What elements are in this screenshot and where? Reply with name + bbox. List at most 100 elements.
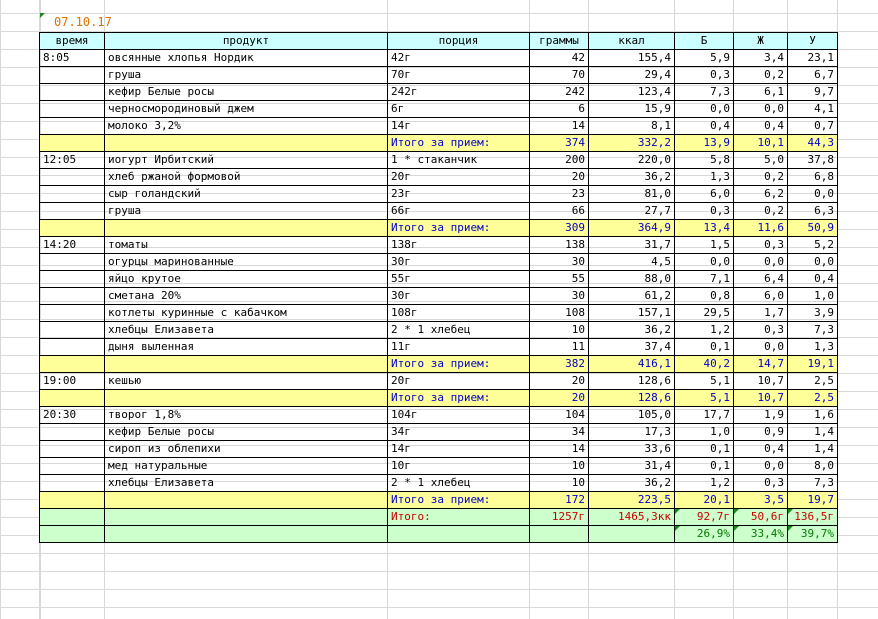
grams-cell[interactable]: 10 [529, 321, 589, 339]
subtotal-grams-cell[interactable]: 172 [529, 491, 589, 509]
portion-cell[interactable]: 34г [387, 423, 530, 441]
portion-cell[interactable]: 14г [387, 117, 530, 135]
portion-cell[interactable]: 20г [387, 168, 530, 186]
protein-cell[interactable]: 0,3 [674, 202, 734, 220]
protein-cell[interactable]: 0,0 [674, 253, 734, 271]
carbs-cell[interactable]: 6,8 [787, 168, 838, 186]
header-fat[interactable]: Ж [733, 32, 788, 50]
carbs-cell[interactable]: 23,1 [787, 49, 838, 67]
kcal-cell[interactable]: 8,1 [588, 117, 675, 135]
meal-time-cell[interactable] [39, 117, 105, 135]
fat-cell[interactable]: 0,0 [733, 100, 788, 118]
meal-time-cell[interactable] [39, 168, 105, 186]
empty-cell[interactable] [39, 508, 105, 526]
percent-fat-cell[interactable]: 33,4% [733, 525, 788, 543]
product-cell[interactable]: молоко 3,2% [104, 117, 388, 135]
empty-cell[interactable] [39, 355, 105, 373]
portion-cell[interactable]: 1 * стаканчик [387, 151, 530, 169]
empty-cell[interactable] [39, 491, 105, 509]
fat-cell[interactable]: 0,4 [733, 117, 788, 135]
kcal-cell[interactable]: 4,5 [588, 253, 675, 271]
grams-cell[interactable]: 14 [529, 440, 589, 458]
portion-cell[interactable]: 10г [387, 457, 530, 475]
fat-cell[interactable]: 3,4 [733, 49, 788, 67]
protein-cell[interactable]: 6,0 [674, 185, 734, 203]
product-cell[interactable]: сметана 20% [104, 287, 388, 305]
protein-cell[interactable]: 5,9 [674, 49, 734, 67]
empty-cell[interactable] [588, 525, 675, 543]
kcal-cell[interactable]: 17,3 [588, 423, 675, 441]
grams-cell[interactable]: 70 [529, 66, 589, 84]
subtotal-kcal-cell[interactable]: 128,6 [588, 389, 675, 407]
grams-cell[interactable]: 10 [529, 474, 589, 492]
kcal-cell[interactable]: 29,4 [588, 66, 675, 84]
carbs-cell[interactable]: 7,3 [787, 321, 838, 339]
meal-time-cell[interactable] [39, 423, 105, 441]
fat-cell[interactable]: 0,3 [733, 321, 788, 339]
total-fat-cell[interactable]: 50,6г [733, 508, 788, 526]
carbs-cell[interactable]: 3,9 [787, 304, 838, 322]
kcal-cell[interactable]: 31,7 [588, 236, 675, 254]
fat-cell[interactable]: 0,3 [733, 474, 788, 492]
subtotal-protein-cell[interactable]: 13,9 [674, 134, 734, 152]
header-protein[interactable]: Б [674, 32, 734, 50]
empty-cell[interactable] [104, 355, 388, 373]
subtotal-kcal-cell[interactable]: 364,9 [588, 219, 675, 237]
fat-cell[interactable]: 0,4 [733, 440, 788, 458]
grams-cell[interactable]: 55 [529, 270, 589, 288]
empty-cell[interactable] [104, 389, 388, 407]
subtotal-fat-cell[interactable]: 11,6 [733, 219, 788, 237]
percent-protein-cell[interactable]: 26,9% [674, 525, 734, 543]
product-cell[interactable]: кефир Белые росы [104, 423, 388, 441]
carbs-cell[interactable]: 0,7 [787, 117, 838, 135]
product-cell[interactable]: овсянные хлопья Нордик [104, 49, 388, 67]
header-product[interactable]: продукт [104, 32, 388, 50]
kcal-cell[interactable]: 36,2 [588, 474, 675, 492]
subtotal-fat-cell[interactable]: 14,7 [733, 355, 788, 373]
total-carbs-cell[interactable]: 136,5г [787, 508, 838, 526]
carbs-cell[interactable]: 8,0 [787, 457, 838, 475]
meal-time-cell[interactable] [39, 100, 105, 118]
fat-cell[interactable]: 1,9 [733, 406, 788, 424]
empty-cell[interactable] [104, 134, 388, 152]
product-cell[interactable]: кефир Белые росы [104, 83, 388, 101]
subtotal-carbs-cell[interactable]: 50,9 [787, 219, 838, 237]
percent-carbs-cell[interactable]: 39,7% [787, 525, 838, 543]
fat-cell[interactable]: 6,2 [733, 185, 788, 203]
empty-cell[interactable] [104, 525, 388, 543]
product-cell[interactable]: котлеты куринные с кабачком [104, 304, 388, 322]
protein-cell[interactable]: 1,3 [674, 168, 734, 186]
header-carbs[interactable]: У [787, 32, 838, 50]
kcal-cell[interactable]: 88,0 [588, 270, 675, 288]
empty-cell[interactable] [39, 134, 105, 152]
meal-time-cell[interactable] [39, 321, 105, 339]
protein-cell[interactable]: 0,1 [674, 440, 734, 458]
grams-cell[interactable]: 138 [529, 236, 589, 254]
portion-cell[interactable]: 20г [387, 372, 530, 390]
grams-cell[interactable]: 20 [529, 168, 589, 186]
subtotal-label-cell[interactable]: Итого за прием: [387, 134, 530, 152]
meal-time-cell[interactable]: 19:00 [39, 372, 105, 390]
empty-cell[interactable] [529, 525, 589, 543]
portion-cell[interactable]: 14г [387, 440, 530, 458]
product-cell[interactable]: кешью [104, 372, 388, 390]
meal-time-cell[interactable] [39, 474, 105, 492]
protein-cell[interactable]: 0,3 [674, 66, 734, 84]
meal-time-cell[interactable] [39, 440, 105, 458]
subtotal-protein-cell[interactable]: 20,1 [674, 491, 734, 509]
portion-cell[interactable]: 2 * 1 хлебец [387, 474, 530, 492]
subtotal-fat-cell[interactable]: 10,7 [733, 389, 788, 407]
grams-cell[interactable]: 11 [529, 338, 589, 356]
total-protein-cell[interactable]: 92,7г [674, 508, 734, 526]
protein-cell[interactable]: 29,5 [674, 304, 734, 322]
fat-cell[interactable]: 0,9 [733, 423, 788, 441]
carbs-cell[interactable]: 7,3 [787, 474, 838, 492]
meal-time-cell[interactable] [39, 338, 105, 356]
portion-cell[interactable]: 42г [387, 49, 530, 67]
subtotal-kcal-cell[interactable]: 223,5 [588, 491, 675, 509]
empty-cell[interactable] [104, 219, 388, 237]
kcal-cell[interactable]: 155,4 [588, 49, 675, 67]
kcal-cell[interactable]: 15,9 [588, 100, 675, 118]
grams-cell[interactable]: 30 [529, 253, 589, 271]
subtotal-carbs-cell[interactable]: 2,5 [787, 389, 838, 407]
